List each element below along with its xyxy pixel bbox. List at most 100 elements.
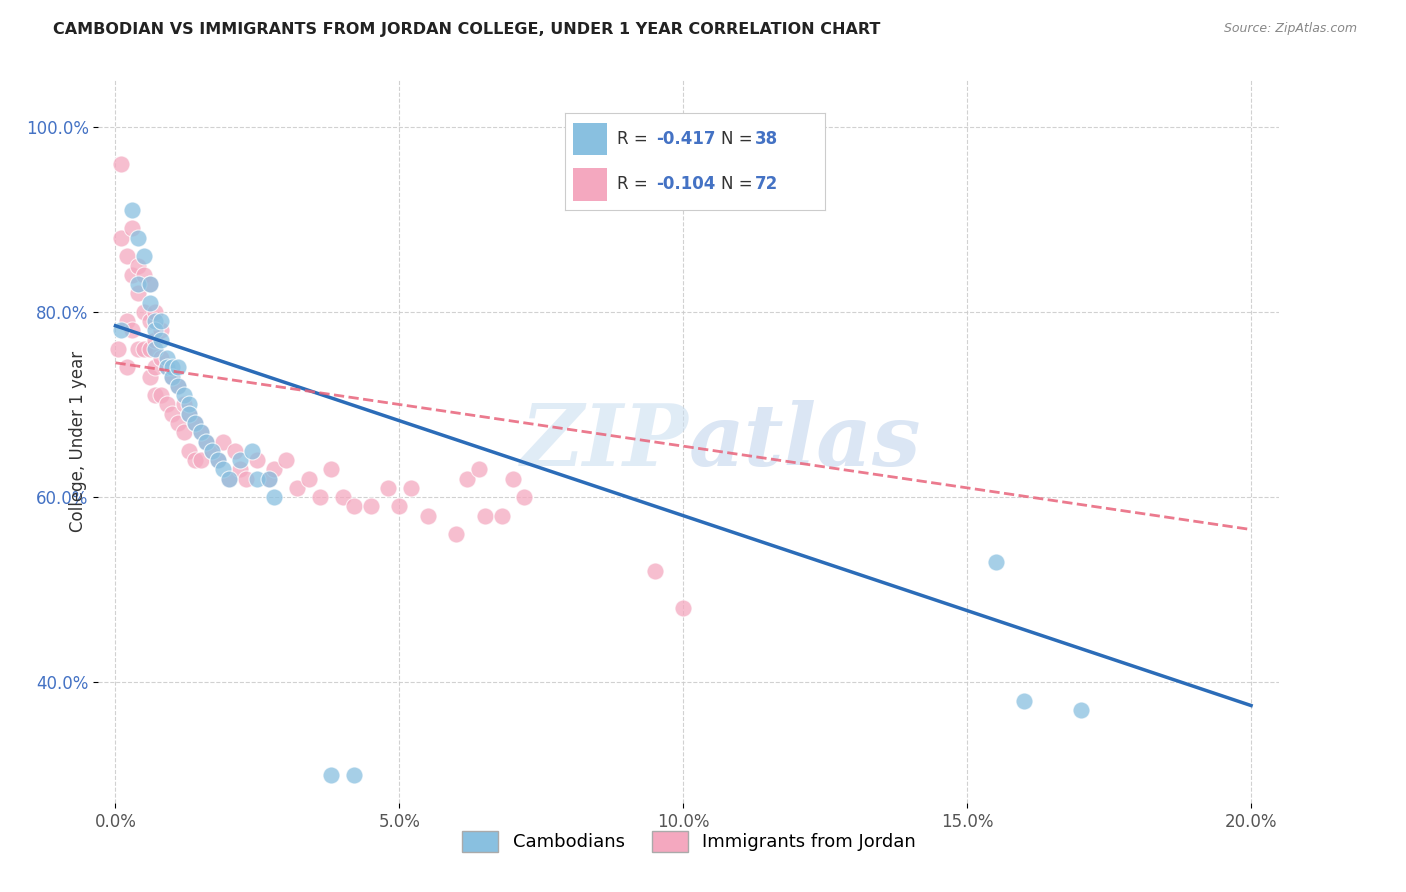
Point [173, 425, 195, 440]
Point [149, 388, 172, 402]
Point [121, 221, 143, 235]
Point [162, 369, 183, 384]
Text: CAMBODIAN VS IMMIGRANTS FROM JORDAN COLLEGE, UNDER 1 YEAR CORRELATION CHART: CAMBODIAN VS IMMIGRANTS FROM JORDAN COLL… [53, 22, 880, 37]
Point [190, 425, 212, 440]
Point [132, 268, 155, 282]
Text: ZIP: ZIP [522, 400, 689, 483]
Point [110, 156, 132, 170]
Point [195, 434, 218, 449]
Point [149, 323, 172, 337]
Point [173, 388, 195, 402]
Point [229, 462, 252, 476]
Point [321, 768, 343, 782]
Point [513, 490, 536, 504]
Point [167, 360, 190, 375]
Point [138, 295, 160, 310]
Point [132, 342, 155, 356]
Point [218, 472, 240, 486]
Point [332, 490, 354, 504]
Point [502, 472, 524, 486]
Point [644, 564, 666, 578]
Point [155, 397, 177, 411]
Point [149, 333, 172, 347]
Point [167, 379, 190, 393]
Point [1012, 694, 1035, 708]
Point [201, 443, 224, 458]
Point [257, 472, 280, 486]
Point [201, 443, 224, 458]
Point [138, 277, 160, 291]
Point [138, 314, 160, 328]
Point [149, 351, 172, 366]
Point [138, 369, 160, 384]
Point [132, 249, 155, 263]
Point [207, 453, 229, 467]
Point [127, 277, 149, 291]
Point [184, 453, 207, 467]
Point [143, 342, 166, 356]
Point [240, 443, 263, 458]
Point [377, 481, 399, 495]
Point [162, 407, 183, 421]
Point [212, 462, 235, 476]
Point [218, 472, 240, 486]
Point [162, 369, 183, 384]
Point [457, 472, 479, 486]
Point [444, 527, 467, 541]
Point [190, 425, 212, 440]
Point [155, 360, 177, 375]
Point [127, 231, 149, 245]
Point [155, 351, 177, 366]
Point [297, 472, 319, 486]
Point [468, 462, 491, 476]
Point [190, 453, 212, 467]
Point [246, 453, 269, 467]
Point [132, 305, 155, 319]
Point [179, 397, 201, 411]
Point [179, 407, 201, 421]
Point [107, 342, 129, 356]
Point [984, 555, 1007, 569]
Point [416, 508, 439, 523]
Point [257, 472, 280, 486]
Text: Source: ZipAtlas.com: Source: ZipAtlas.com [1223, 22, 1357, 36]
Point [235, 472, 257, 486]
Point [207, 453, 229, 467]
Point [173, 397, 195, 411]
Point [143, 314, 166, 328]
Point [143, 388, 166, 402]
Point [143, 305, 166, 319]
Point [491, 508, 513, 523]
Point [672, 601, 695, 615]
Point [127, 286, 149, 301]
Point [399, 481, 422, 495]
Point [143, 333, 166, 347]
Point [115, 360, 138, 375]
Point [212, 434, 235, 449]
Point [127, 259, 149, 273]
Point [343, 500, 366, 514]
Legend: Cambodians, Immigrants from Jordan: Cambodians, Immigrants from Jordan [454, 823, 924, 859]
Point [321, 462, 343, 476]
Point [1070, 703, 1092, 717]
Point [224, 443, 246, 458]
Point [263, 490, 285, 504]
Point [121, 323, 143, 337]
Point [474, 508, 496, 523]
Point [110, 231, 132, 245]
Point [115, 249, 138, 263]
Point [121, 202, 143, 217]
Text: atlas: atlas [689, 400, 921, 483]
Point [143, 360, 166, 375]
Point [155, 360, 177, 375]
Point [195, 434, 218, 449]
Point [285, 481, 308, 495]
Point [138, 277, 160, 291]
Point [179, 407, 201, 421]
Point [184, 416, 207, 430]
Point [162, 360, 183, 375]
Point [229, 453, 252, 467]
Point [263, 462, 285, 476]
Point [343, 768, 366, 782]
Point [360, 500, 382, 514]
